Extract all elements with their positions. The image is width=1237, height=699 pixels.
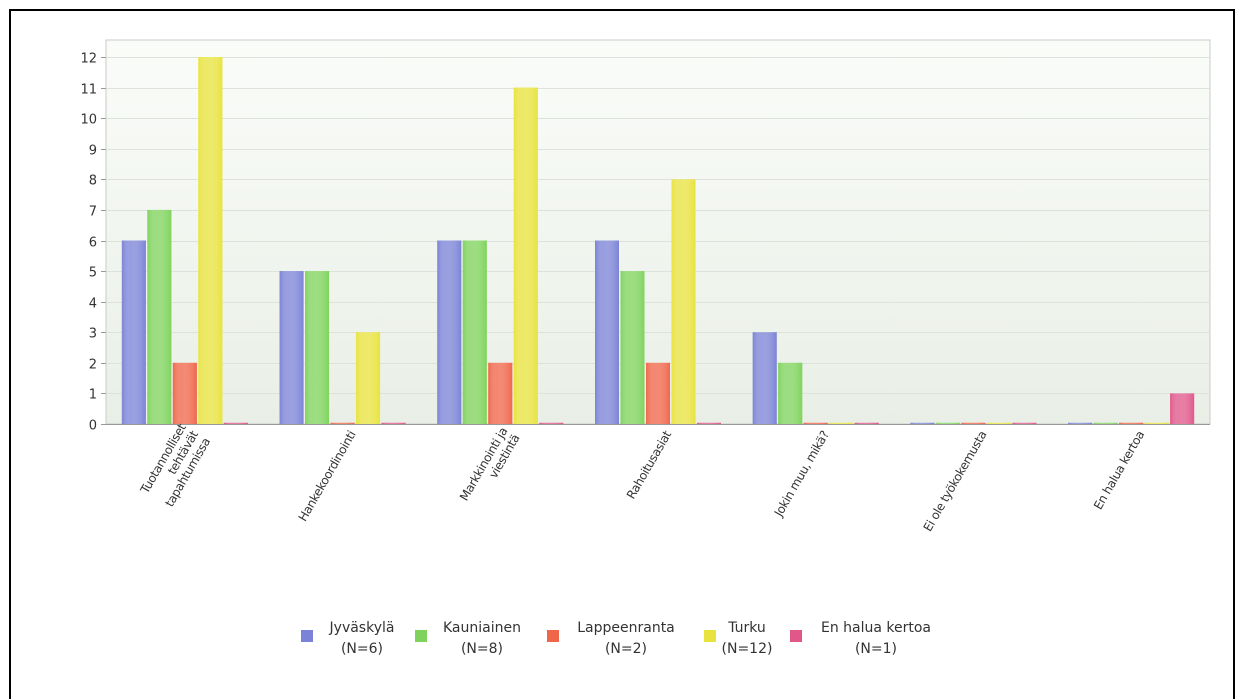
legend-label: Jyväskylä <box>329 620 395 636</box>
bar-highlight <box>513 87 538 424</box>
bar-highlight <box>935 422 960 424</box>
legend-label: Turku <box>727 620 766 636</box>
x-category-label-line: Ei ole työkokemusta <box>921 428 990 533</box>
bar-highlight <box>462 240 487 424</box>
bar-highlight <box>986 422 1011 424</box>
legend-item: Lappeenranta (N=2) <box>547 620 675 657</box>
legend: Jyväskylä (N=6) Kauniainen (N=8) Lappeenrant… <box>301 620 931 657</box>
legend-item: Turku (N=12) <box>704 620 772 657</box>
legend-label: Kauniainen <box>443 620 521 636</box>
legend-swatch <box>704 630 716 642</box>
legend-count: (N=1) <box>855 641 897 657</box>
bar-highlight <box>1144 422 1169 424</box>
y-tick-label: 1 <box>89 388 97 403</box>
bar-highlight <box>488 362 513 424</box>
legend-swatch <box>790 630 802 642</box>
x-category-label-line: Jokin muu, mikä? <box>771 428 832 519</box>
legend-count: (N=6) <box>341 641 383 657</box>
x-category-label: Ei ole työkokemusta <box>921 428 990 533</box>
bar-highlight <box>305 271 330 424</box>
x-category-label-line: Hankekoordinointi <box>296 428 359 523</box>
x-category-label: Hankekoordinointi <box>296 428 359 523</box>
legend-swatch <box>301 630 313 642</box>
y-tick-label: 12 <box>80 52 97 67</box>
x-category-label-line: En halua kertoa <box>1091 428 1147 512</box>
y-tick-label: 10 <box>80 113 97 128</box>
bar-highlight <box>356 332 381 424</box>
bar-highlight <box>121 240 146 424</box>
bar-highlight <box>854 422 879 424</box>
x-category-label-line: Rahoitusasiat <box>624 428 675 501</box>
bar-highlight <box>279 271 304 424</box>
x-category-label: Rahoitusasiat <box>624 428 675 501</box>
bar-highlight <box>1170 393 1195 424</box>
y-tick-label: 7 <box>89 205 97 220</box>
bar-highlight <box>671 179 696 424</box>
bar-highlight <box>330 422 355 424</box>
bar-highlight <box>752 332 777 424</box>
bar-highlight <box>803 422 828 424</box>
bar-highlight <box>620 271 645 424</box>
y-tick-label: 0 <box>89 419 97 434</box>
legend-count: (N=8) <box>461 641 503 657</box>
bar-highlight <box>910 422 935 424</box>
y-tick-label: 2 <box>89 358 97 373</box>
bar-highlight <box>437 240 462 424</box>
legend-swatch <box>415 630 427 642</box>
x-category-label: Jokin muu, mikä? <box>771 428 832 519</box>
y-tick-label: 9 <box>89 144 97 159</box>
legend-item: Kauniainen (N=8) <box>415 620 521 657</box>
y-tick-label: 11 <box>80 83 97 98</box>
bar-highlight <box>1093 422 1118 424</box>
legend-count: (N=2) <box>605 641 647 657</box>
bar-highlight <box>595 240 619 424</box>
y-tick-label: 6 <box>89 236 97 251</box>
bar-highlight <box>778 362 803 424</box>
bars <box>121 57 1195 424</box>
bar-highlight <box>198 57 223 424</box>
bar-highlight <box>147 209 172 424</box>
legend-label: Lappeenranta <box>577 620 675 636</box>
y-tick-label: 4 <box>89 297 97 312</box>
bar-highlight <box>1012 422 1037 424</box>
legend-label: En halua kertoa <box>821 620 931 636</box>
legend-count: (N=12) <box>722 641 773 657</box>
bar-highlight <box>697 422 721 424</box>
legend-swatch <box>547 630 559 642</box>
bar-highlight <box>381 422 406 424</box>
bar-highlight <box>1119 422 1144 424</box>
x-category-label: En halua kertoa <box>1091 428 1147 512</box>
chart-frame <box>9 9 1235 699</box>
bar-highlight <box>646 362 670 424</box>
bar-highlight <box>539 422 564 424</box>
bar-highlight <box>829 422 854 424</box>
y-tick-label: 5 <box>89 266 97 281</box>
y-tick-label: 3 <box>89 327 97 342</box>
bar-highlight <box>172 362 197 424</box>
bar-highlight <box>223 422 248 424</box>
bar-highlight <box>1068 422 1093 424</box>
legend-item: En halua kertoa (N=1) <box>790 620 931 657</box>
y-tick-label: 8 <box>89 174 97 189</box>
bar-highlight <box>961 422 986 424</box>
legend-item: Jyväskylä (N=6) <box>301 620 394 657</box>
